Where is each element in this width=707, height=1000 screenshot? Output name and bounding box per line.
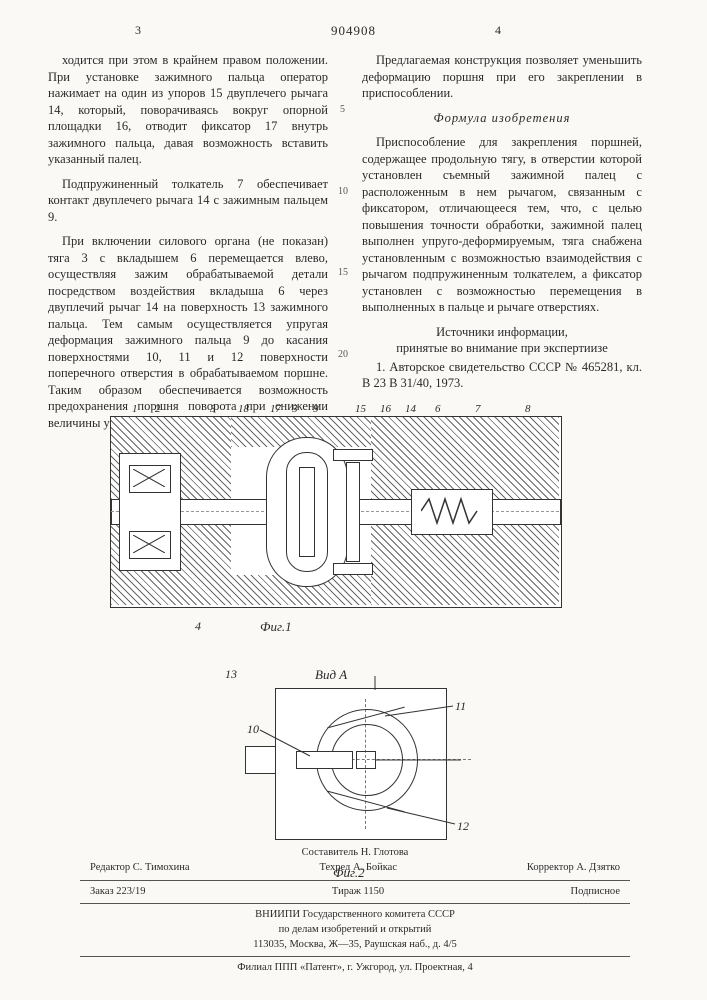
footer-addr1: 113035, Москва, Ж—35, Раушская наб., д. … — [60, 938, 650, 953]
left-para-1: ходится при этом в крайнем правом положе… — [48, 52, 328, 168]
callout-5: 5 — [292, 402, 298, 417]
right-column: Предлагаемая конструкция позволяет умень… — [362, 52, 642, 400]
footer-corrector: Корректор А. Дзятко — [527, 861, 620, 876]
fig2-body — [275, 688, 447, 840]
callout-9: 9 — [313, 402, 319, 417]
callout-17: 17 — [270, 402, 281, 417]
document-number: 904908 — [0, 22, 707, 40]
left-column: ходится при этом в крайнем правом положе… — [48, 52, 328, 439]
footer-org2: по делам изобретений и открытий — [60, 923, 650, 938]
left-para-3: При включении силового органа (не показа… — [48, 233, 328, 431]
figure-2: Вид А 10 11 13 12 Фиг.2 — [225, 666, 485, 876]
right-para-3: 1. Авторское свидетельство СССР № 465281… — [362, 359, 642, 392]
sources-title: Источники информации, принятые во вниман… — [362, 324, 642, 357]
callout-16: 16 — [380, 402, 391, 417]
right-para-1: Предлагаемая конструкция позволяет умень… — [362, 52, 642, 102]
callout-8: 8 — [525, 402, 531, 417]
callout-10: 10 — [247, 721, 259, 737]
callout-14: 14 — [405, 402, 416, 417]
footer: Составитель Н. Глотова Редактор С. Тимох… — [60, 846, 650, 976]
callout-7: 7 — [475, 402, 481, 417]
callout-6: 6 — [435, 402, 441, 417]
footer-org1: ВНИИПИ Государственного комитета СССР — [60, 908, 650, 923]
right-para-2: Приспособление для закрепления поршней, … — [362, 134, 642, 316]
callout-11: 11 — [455, 698, 466, 714]
line-number-5: 5 — [340, 103, 345, 117]
line-number-15: 15 — [338, 266, 348, 280]
fig1-caption: Фиг.1 — [260, 618, 292, 636]
figure-1: 1 2 3 18 17 5 9 15 16 14 6 7 8 — [110, 408, 570, 618]
footer-subscribed: Подписное — [571, 885, 620, 900]
footer-tech: Техред А. Бойкас — [319, 861, 397, 876]
callout-18: 18 — [238, 402, 249, 417]
figures-area: 1 2 3 18 17 5 9 15 16 14 6 7 8 — [90, 408, 620, 888]
left-para-2: Подпружиненный толкатель 7 обеспечивает … — [48, 176, 328, 226]
footer-editor: Редактор С. Тимохина — [90, 861, 190, 876]
callout-13: 13 — [225, 666, 237, 682]
fig1-body — [110, 416, 562, 608]
fig2-stub — [245, 746, 279, 774]
callout-3: 3 — [210, 402, 216, 417]
callout-2: 2 — [155, 402, 161, 417]
footer-compiler: Составитель Н. Глотова — [60, 846, 650, 861]
line-number-10: 10 — [338, 185, 348, 199]
callout-15: 15 — [355, 402, 366, 417]
formula-title: Формула изобретения — [362, 110, 642, 127]
callout-12: 12 — [457, 818, 469, 834]
callout-1: 1 — [132, 402, 138, 417]
fig2-view-label: Вид А — [315, 666, 347, 684]
line-number-20: 20 — [338, 348, 348, 362]
footer-order: Заказ 223/19 — [90, 885, 145, 900]
footer-addr2: Филиал ППП «Патент», г. Ужгород, ул. Про… — [60, 961, 650, 976]
callout-4: 4 — [195, 618, 201, 634]
footer-tirazh: Тираж 1150 — [332, 885, 384, 900]
